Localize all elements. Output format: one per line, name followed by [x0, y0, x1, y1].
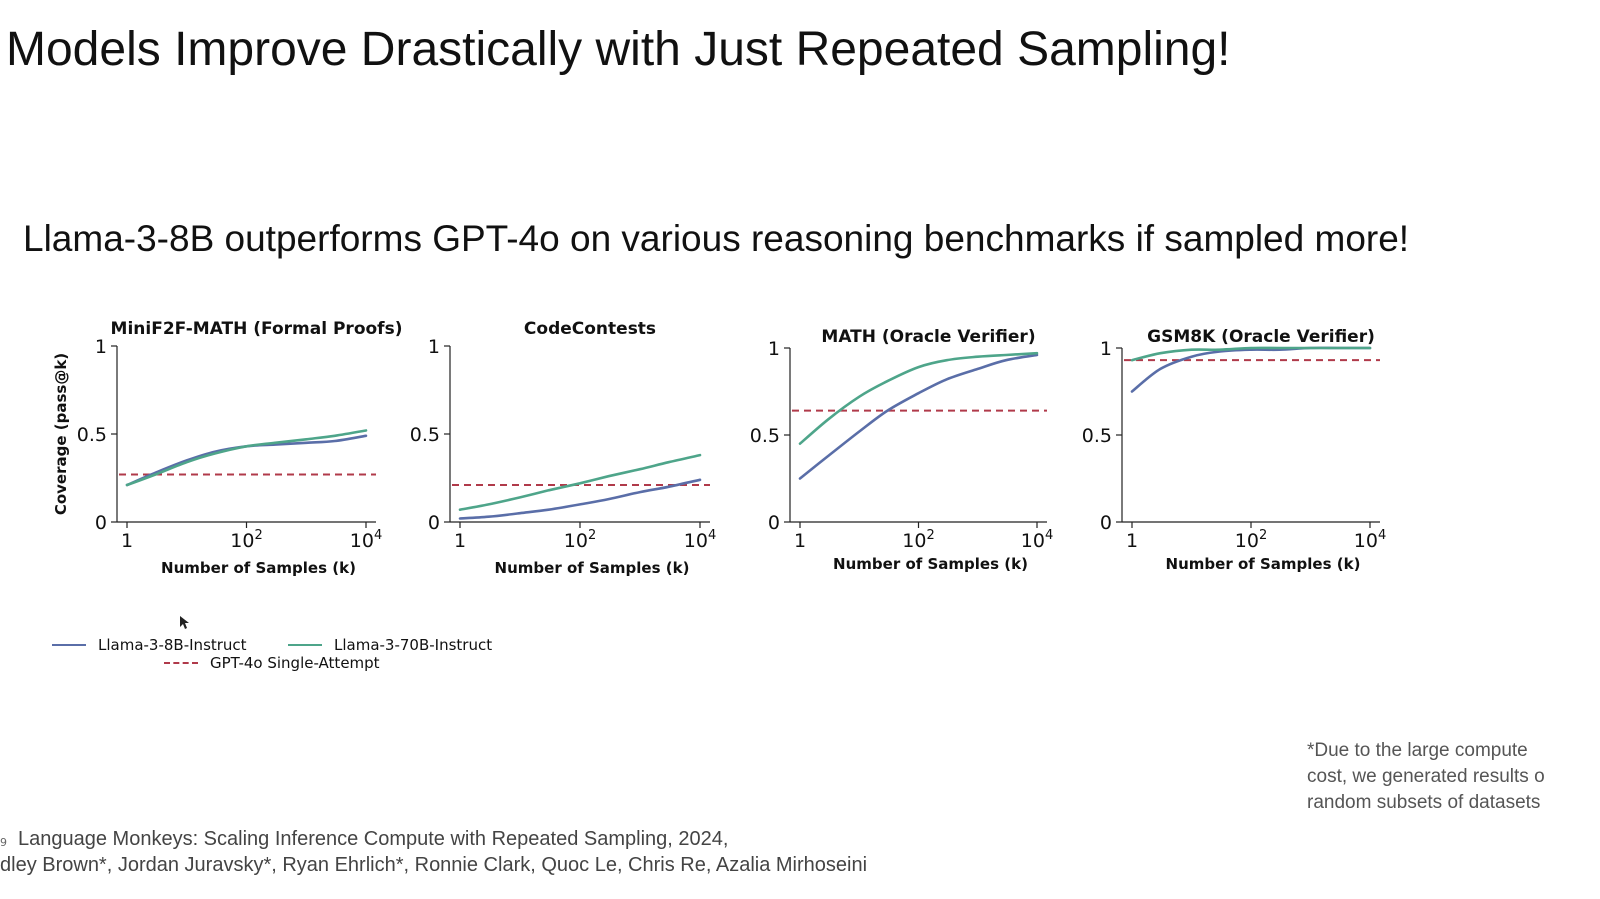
- chart-title: CodeContests: [524, 319, 656, 339]
- x-axis-label: Number of Samples (k): [495, 559, 690, 577]
- legend-item-llama-8b: Llama-3-8B-Instruct: [52, 636, 247, 654]
- y-tick-label: 0: [95, 512, 107, 534]
- mouse-cursor-icon: [180, 616, 189, 629]
- footnote-line: random subsets of datasets: [1307, 792, 1541, 813]
- chart-panel-4: GSM8K (Oracle Verifier) 0 0.5 1 1 102 104 Numbe…: [1082, 327, 1386, 573]
- y-tick-label: 0.5: [1082, 425, 1112, 447]
- x-tick-label: 102: [230, 528, 262, 552]
- footnote: *Due to the large compute cost, we gener…: [1307, 738, 1545, 816]
- citation-title: Language Monkeys: Scaling Inference Comp…: [18, 828, 729, 850]
- slide-number: 9: [0, 836, 7, 849]
- y-tick-label: 0.5: [750, 425, 780, 447]
- series-line-llama-3-8b-instruct: [125, 434, 368, 487]
- x-tick-label: 102: [1235, 528, 1267, 552]
- chart-legend: Llama-3-8B-Instruct Llama-3-70B-Instruct…: [52, 636, 522, 676]
- x-tick-label: 104: [684, 528, 716, 552]
- y-tick-label: 1: [1100, 338, 1112, 360]
- chart-panel-3: MATH (Oracle Verifier) 0 0.5 1 1 102 104 Number…: [750, 327, 1053, 573]
- y-tick-label: 0.5: [77, 424, 107, 446]
- y-axis-label: Coverage (pass@k): [52, 353, 70, 515]
- legend-swatch-llama-8b: [52, 644, 86, 646]
- x-tick-label: 104: [1354, 528, 1386, 552]
- y-tick-label: 0.5: [410, 424, 440, 446]
- y-tick-label: 0: [428, 512, 440, 534]
- charts-area: MiniF2F-MATH (Formal Proofs) 0 0.5 1 1 102 104…: [52, 319, 1386, 577]
- legend-label-llama-8b: Llama-3-8B-Instruct: [98, 636, 247, 654]
- series-line-llama-3-8b-instruct: [458, 478, 702, 520]
- series-line-llama-3-70b-instruct: [1130, 346, 1372, 362]
- x-tick-label: 104: [350, 528, 382, 552]
- footnote-line: cost, we generated results o: [1307, 766, 1545, 787]
- series-line-llama-3-70b-instruct: [798, 351, 1039, 445]
- legend-swatch-llama-70b: [288, 644, 322, 646]
- y-tick-label: 1: [428, 336, 440, 358]
- x-tick-label: 102: [902, 528, 934, 552]
- legend-item-llama-70b: Llama-3-70B-Instruct: [288, 636, 492, 654]
- citation-authors: dley Brown*, Jordan Juravsky*, Ryan Ehrl…: [0, 854, 868, 876]
- legend-item-gpt4o: GPT-4o Single-Attempt: [164, 654, 380, 672]
- x-tick-label: 102: [564, 528, 596, 552]
- chart-title: GSM8K (Oracle Verifier): [1147, 327, 1375, 347]
- y-tick-label: 1: [95, 336, 107, 358]
- slide-title: Models Improve Drastically with Just Rep…: [6, 23, 1231, 76]
- series-line-llama-3-8b-instruct: [1130, 346, 1372, 393]
- series-line-llama-3-70b-instruct: [125, 429, 368, 487]
- chart-panel-1: MiniF2F-MATH (Formal Proofs) 0 0.5 1 1 102 104…: [52, 319, 402, 577]
- slide-subtitle: Llama-3-8B outperforms GPT-4o on various…: [23, 218, 1410, 259]
- citation: Language Monkeys: Scaling Inference Comp…: [0, 826, 867, 878]
- y-tick-label: 1: [768, 338, 780, 360]
- x-tick-label: 1: [454, 530, 466, 552]
- legend-label-gpt4o: GPT-4o Single-Attempt: [210, 654, 380, 672]
- series-line-llama-3-70b-instruct: [458, 453, 702, 511]
- x-tick-label: 1: [121, 530, 133, 552]
- legend-label-llama-70b: Llama-3-70B-Instruct: [334, 636, 493, 654]
- x-tick-label: 1: [1126, 530, 1138, 552]
- x-tick-label: 1: [794, 530, 806, 552]
- legend-swatch-gpt4o: [164, 662, 198, 664]
- chart-title: MATH (Oracle Verifier): [821, 327, 1035, 347]
- x-axis-label: Number of Samples (k): [833, 555, 1028, 573]
- x-tick-label: 104: [1021, 528, 1053, 552]
- x-axis-label: Number of Samples (k): [161, 559, 356, 577]
- chart-panel-2: CodeContests 0 0.5 1 1 102 104 Number of Sample…: [410, 319, 716, 577]
- chart-title: MiniF2F-MATH (Formal Proofs): [111, 319, 403, 339]
- y-tick-label: 0: [1100, 512, 1112, 534]
- x-axis-label: Number of Samples (k): [1166, 555, 1361, 573]
- y-tick-label: 0: [768, 512, 780, 534]
- footnote-line: *Due to the large compute: [1307, 740, 1528, 761]
- series-line-llama-3-8b-instruct: [798, 353, 1039, 480]
